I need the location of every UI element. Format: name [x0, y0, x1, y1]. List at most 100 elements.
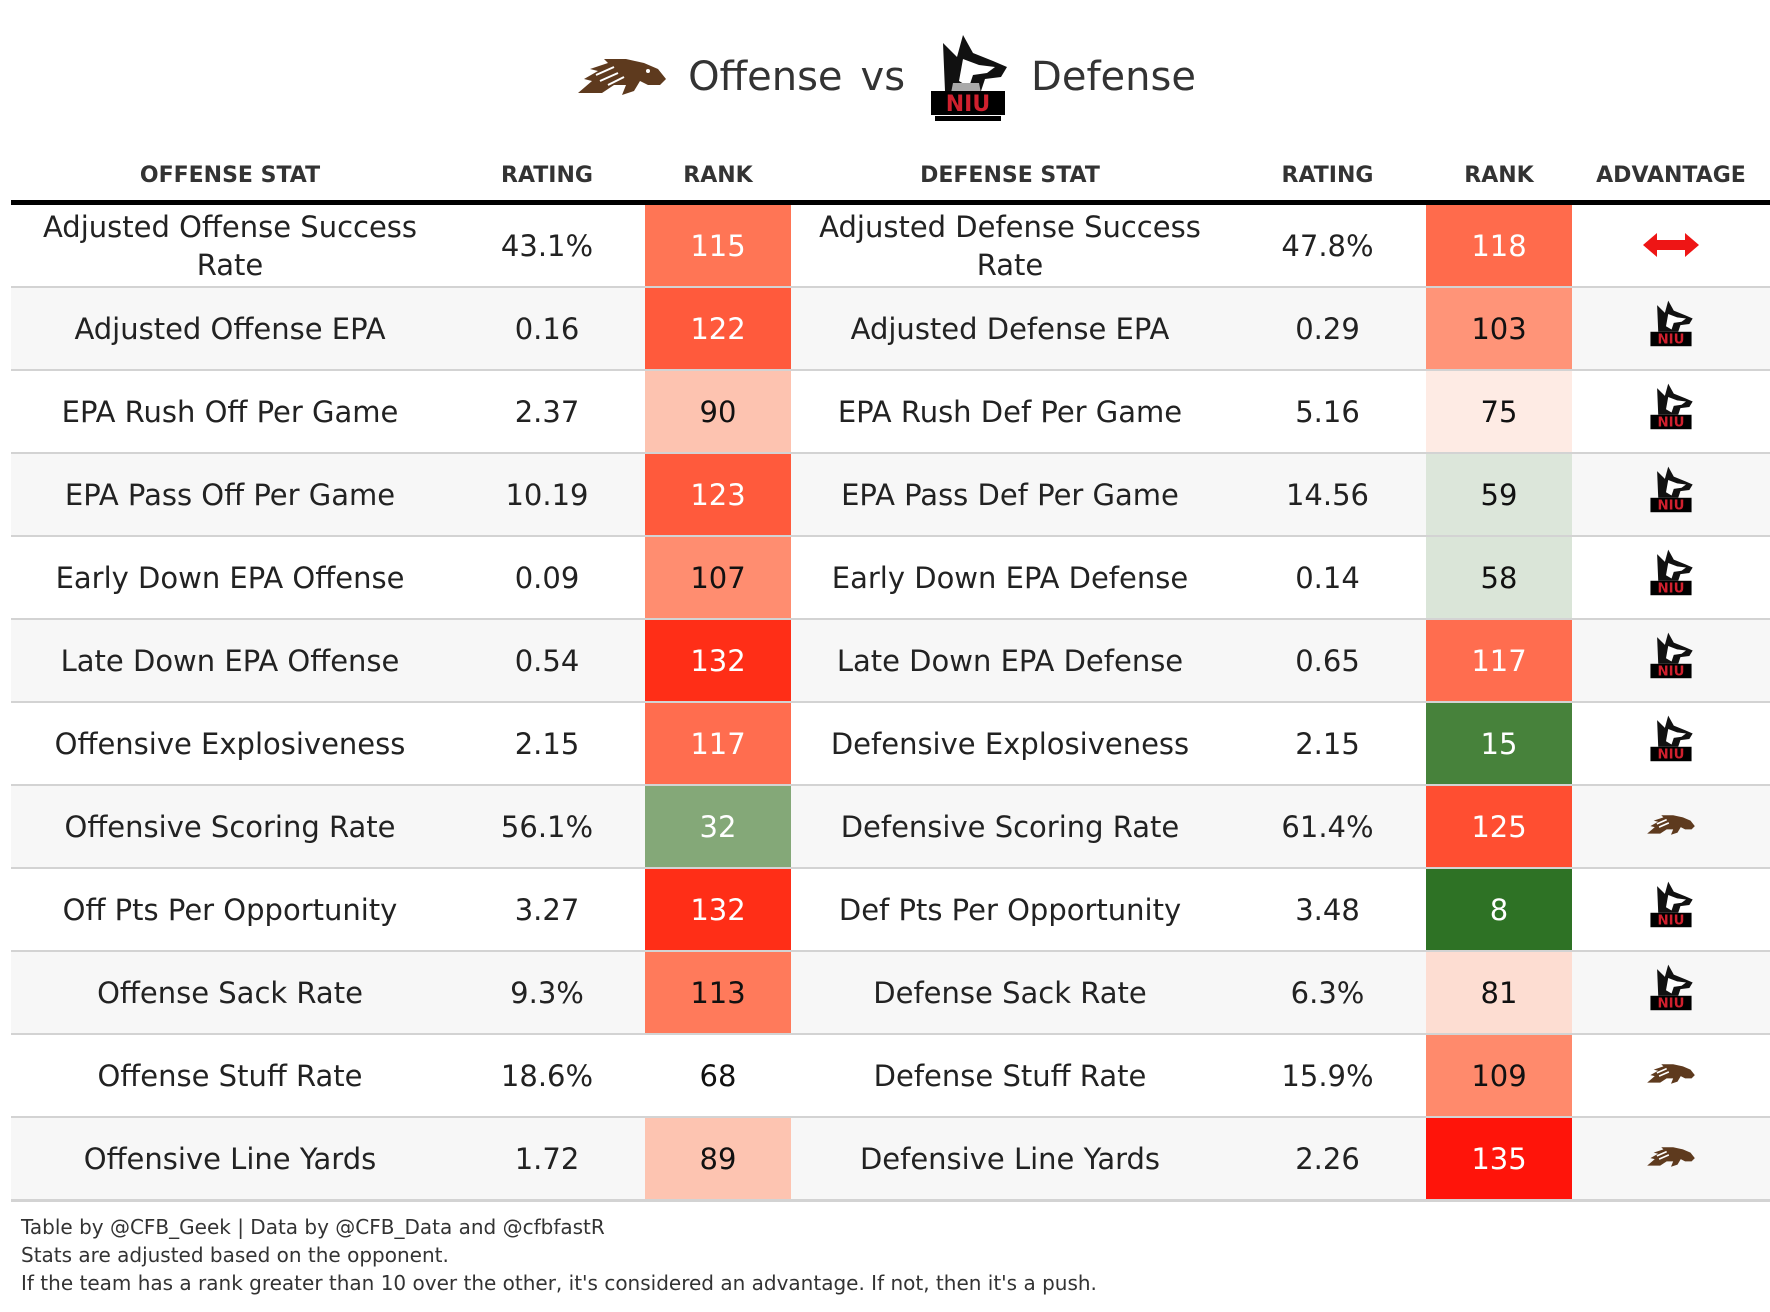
- offense-rating-cell: 9.3%: [449, 951, 645, 1035]
- advantage-cell: NIU: [1572, 702, 1770, 786]
- defense-rating-cell: 0.29: [1229, 287, 1426, 371]
- svg-text:NIU: NIU: [1658, 498, 1685, 513]
- niu-huskies-logo-icon: NIU: [1646, 879, 1696, 940]
- table-row: Adjusted Offense EPA 0.16 122 Adjusted Defe…: [11, 287, 1770, 371]
- niu-huskies-logo-icon: NIU: [1646, 381, 1696, 442]
- offense-rank-cell: 117: [645, 702, 791, 786]
- offense-rank-cell: 122: [645, 287, 791, 371]
- title-bar: Offense vs NIU Defense: [0, 22, 1770, 132]
- offense-rating-cell: 0.16: [449, 287, 645, 371]
- push-arrow-icon: [1643, 228, 1699, 266]
- defense-rank-cell: 125: [1426, 785, 1572, 869]
- table-row: Offensive Line Yards 1.72 89 Defensive Line…: [11, 1117, 1770, 1202]
- offense-stat-cell: Offensive Line Yards: [11, 1117, 449, 1202]
- defense-stat-cell: Defense Sack Rate: [791, 951, 1229, 1035]
- bronco-logo-icon: [1645, 1058, 1697, 1096]
- svg-text:NIU: NIU: [946, 92, 990, 117]
- offense-rating-cell: 56.1%: [449, 785, 645, 869]
- offense-rank-cell: 32: [645, 785, 791, 869]
- defense-rank-cell: 117: [1426, 619, 1572, 703]
- defense-rating-cell: 2.15: [1229, 702, 1426, 786]
- footer-notes: Table by @CFB_Geek | Data by @CFB_Data a…: [21, 1213, 1097, 1297]
- offense-rating-cell: 2.15: [449, 702, 645, 786]
- footer-note-advantage: If the team has a rank greater than 10 o…: [21, 1271, 1097, 1295]
- col-offense-rating: RATING: [449, 150, 645, 205]
- offense-rank-cell: 115: [645, 202, 791, 288]
- col-defense-rating: RATING: [1229, 150, 1426, 205]
- niu-huskies-logo-icon: NIU: [1646, 464, 1696, 525]
- defense-rating-cell: 3.48: [1229, 868, 1426, 952]
- offense-stat-cell: Adjusted Offense Success Rate: [11, 202, 449, 288]
- defense-rating-cell: 14.56: [1229, 453, 1426, 537]
- table-row: Early Down EPA Offense 0.09 107 Early Down …: [11, 536, 1770, 620]
- defense-stat-cell: EPA Pass Def Per Game: [791, 453, 1229, 537]
- offense-rating-cell: 0.54: [449, 619, 645, 703]
- offense-rank-cell: 90: [645, 370, 791, 454]
- advantage-cell: NIU: [1572, 453, 1770, 537]
- footer-credit: Table by @CFB_Geek | Data by @CFB_Data a…: [21, 1215, 605, 1239]
- table-row: EPA Pass Off Per Game 10.19 123 EPA Pass De…: [11, 453, 1770, 537]
- offense-stat-cell: Adjusted Offense EPA: [11, 287, 449, 371]
- table-row: Late Down EPA Offense 0.54 132 Late Down EP…: [11, 619, 1770, 703]
- defense-rank-cell: 103: [1426, 287, 1572, 371]
- table-row: Adjusted Offense Success Rate 43.1% 115 Adj…: [11, 202, 1770, 288]
- header-row: OFFENSE STAT RATING RANK DEFENSE STAT RA…: [11, 150, 1770, 205]
- matchup-table: OFFENSE STAT RATING RANK DEFENSE STAT RA…: [11, 150, 1770, 1202]
- defense-rating-cell: 2.26: [1229, 1117, 1426, 1202]
- defense-rating-cell: 6.3%: [1229, 951, 1426, 1035]
- defense-rating-cell: 47.8%: [1229, 202, 1426, 288]
- offense-rating-cell: 2.37: [449, 370, 645, 454]
- bronco-logo-icon: [1645, 809, 1697, 847]
- niu-huskies-logo-icon: NIU: [1646, 630, 1696, 691]
- offense-stat-cell: Off Pts Per Opportunity: [11, 868, 449, 952]
- defense-rating-cell: 5.16: [1229, 370, 1426, 454]
- table-row: Offense Stuff Rate 18.6% 68 Defense Stuff R…: [11, 1034, 1770, 1118]
- col-defense-rank: RANK: [1426, 150, 1572, 205]
- offense-rating-cell: 0.09: [449, 536, 645, 620]
- defense-rating-cell: 0.65: [1229, 619, 1426, 703]
- advantage-cell: NIU: [1572, 868, 1770, 952]
- svg-text:NIU: NIU: [1658, 415, 1685, 430]
- col-advantage: ADVANTAGE: [1572, 150, 1770, 205]
- defense-rank-cell: 58: [1426, 536, 1572, 620]
- offense-stat-cell: Offense Sack Rate: [11, 951, 449, 1035]
- defense-rank-cell: 118: [1426, 202, 1572, 288]
- defense-rating-cell: 15.9%: [1229, 1034, 1426, 1118]
- defense-rank-cell: 75: [1426, 370, 1572, 454]
- offense-stat-cell: Offense Stuff Rate: [11, 1034, 449, 1118]
- defense-rating-cell: 0.14: [1229, 536, 1426, 620]
- offense-rating-cell: 43.1%: [449, 202, 645, 288]
- offense-rating-cell: 1.72: [449, 1117, 645, 1202]
- advantage-cell: [1572, 785, 1770, 869]
- offense-rank-cell: 132: [645, 868, 791, 952]
- defense-rank-cell: 8: [1426, 868, 1572, 952]
- defense-label: Defense: [1031, 54, 1196, 100]
- table-row: Offensive Explosiveness 2.15 117 Defensive …: [11, 702, 1770, 786]
- defense-rank-cell: 81: [1426, 951, 1572, 1035]
- svg-text:NIU: NIU: [1658, 913, 1685, 928]
- vs-label: vs: [860, 54, 906, 100]
- table-row: Offense Sack Rate 9.3% 113 Defense Sack Rat…: [11, 951, 1770, 1035]
- defense-rank-cell: 59: [1426, 453, 1572, 537]
- svg-text:NIU: NIU: [1658, 664, 1685, 679]
- table-row: Offensive Scoring Rate 56.1% 32 Defensive S…: [11, 785, 1770, 869]
- offense-stat-cell: Offensive Explosiveness: [11, 702, 449, 786]
- defense-stat-cell: Late Down EPA Defense: [791, 619, 1229, 703]
- niu-huskies-logo-icon: NIU: [1646, 298, 1696, 359]
- svg-text:NIU: NIU: [1658, 332, 1685, 347]
- offense-stat-cell: Late Down EPA Offense: [11, 619, 449, 703]
- bronco-logo-icon: [578, 59, 667, 95]
- defense-rank-cell: 15: [1426, 702, 1572, 786]
- niu-huskies-logo-icon: NIU: [1646, 713, 1696, 774]
- advantage-cell: [1572, 1117, 1770, 1202]
- table-row: Off Pts Per Opportunity 3.27 132 Def Pts Pe…: [11, 868, 1770, 952]
- offense-stat-cell: Early Down EPA Offense: [11, 536, 449, 620]
- offense-rating-cell: 18.6%: [449, 1034, 645, 1118]
- advantage-cell: NIU: [1572, 370, 1770, 454]
- defense-stat-cell: EPA Rush Def Per Game: [791, 370, 1229, 454]
- defense-stat-cell: Adjusted Defense EPA: [791, 287, 1229, 371]
- col-defense-stat: DEFENSE STAT: [791, 150, 1229, 205]
- defense-rank-cell: 135: [1426, 1117, 1572, 1202]
- offense-rank-cell: 89: [645, 1117, 791, 1202]
- svg-text:NIU: NIU: [1658, 581, 1685, 596]
